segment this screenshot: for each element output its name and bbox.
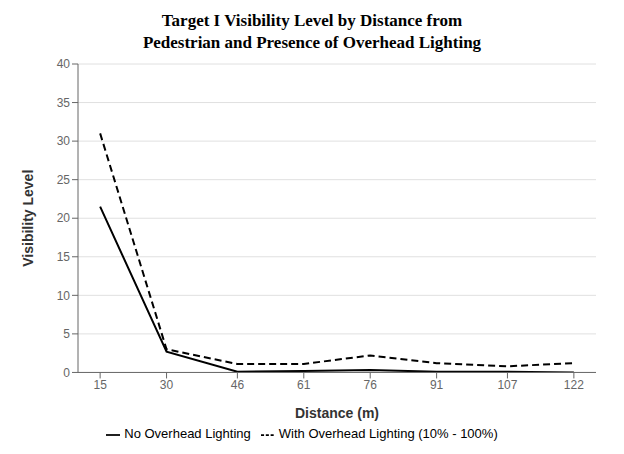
svg-text:30: 30: [57, 134, 71, 148]
html-text:Target I Visibility Level by D: Target I Visibility Level by Distance fr…: [161, 11, 463, 30]
svg-text:25: 25: [57, 173, 71, 187]
svg-text:30: 30: [160, 378, 174, 392]
svg-text:0: 0: [63, 366, 70, 380]
svg-text:46: 46: [231, 378, 245, 392]
svg-text:107: 107: [497, 378, 517, 392]
svg-text:15: 15: [57, 250, 71, 264]
html-text:No Overhead Lighting: No Overhead Lighting: [124, 426, 251, 442]
svg-text:76: 76: [364, 378, 378, 392]
svg-text:122: 122: [564, 378, 584, 392]
svg-text:10: 10: [57, 289, 71, 303]
svg-text:20: 20: [57, 211, 71, 225]
svg-text:35: 35: [57, 96, 71, 110]
svg-text:15: 15: [93, 378, 107, 392]
svg-text:40: 40: [57, 57, 71, 71]
html-text:With Overhead Lighting (10% -: With Overhead Lighting (10% - 100%): [278, 426, 498, 442]
html-text:Pedestrian and Presence of Ove: Pedestrian and Presence of Overhead Ligh…: [142, 33, 482, 52]
svg-text:5: 5: [63, 327, 70, 341]
svg-text:Distance (m): Distance (m): [295, 405, 379, 421]
svg-text:Visibility Level: Visibility Level: [20, 170, 36, 267]
svg-text:61: 61: [297, 378, 311, 392]
svg-text:91: 91: [430, 378, 444, 392]
